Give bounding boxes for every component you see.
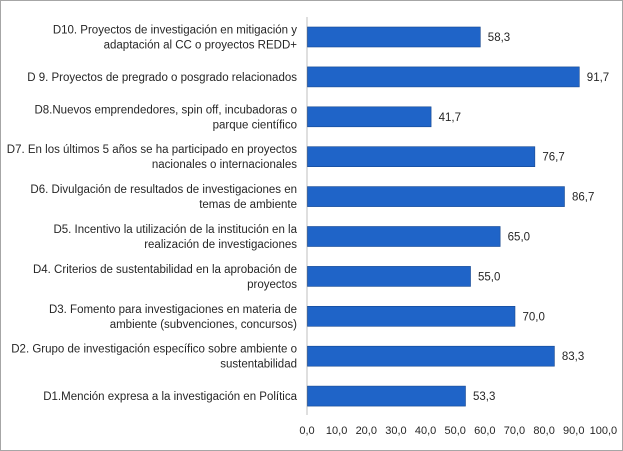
bar[interactable] xyxy=(307,226,501,247)
data-label: 76,7 xyxy=(542,152,564,164)
category-label-line: realización de investigaciones xyxy=(144,239,297,251)
data-label: 58,3 xyxy=(488,32,510,44)
x-tick-label: 30,0 xyxy=(385,425,406,437)
category-label-line: D 9. Proyectos de pregrado o posgrado re… xyxy=(27,72,297,84)
x-tick-label: 100,0 xyxy=(590,425,618,437)
category-label: D7. En los últimos 5 años se ha particip… xyxy=(7,144,297,171)
category-label-line: temas de ambiente xyxy=(199,199,297,211)
x-tick-label: 20,0 xyxy=(356,425,377,437)
x-tick-label: 10,0 xyxy=(326,425,347,437)
category-label: D1.Mención expresa a la investigación en… xyxy=(43,391,297,403)
category-label-line: sustentabilidad xyxy=(220,359,297,371)
category-label-line: proyectos xyxy=(247,279,297,291)
category-label-line: nacionales o internacionales xyxy=(152,159,297,171)
data-label: 83,3 xyxy=(562,351,584,363)
bar[interactable] xyxy=(307,106,432,128)
bar[interactable] xyxy=(307,66,580,88)
category-label: D5. Incentivo la utilización de la insti… xyxy=(53,224,297,251)
category-label-line: D10. Proyectos de investigación en mitig… xyxy=(53,25,297,37)
category-label: D10. Proyectos de investigación en mitig… xyxy=(53,25,297,52)
category-label-line: D4. Criterios de sustentabilidad en la a… xyxy=(33,264,297,276)
data-label: 41,7 xyxy=(439,112,461,124)
x-tick-label: 60,0 xyxy=(474,425,495,437)
category-label: D8.Nuevos emprendedores, spin off, incub… xyxy=(34,104,297,131)
bar[interactable] xyxy=(307,186,565,207)
category-label: D 9. Proyectos de pregrado o posgrado re… xyxy=(27,72,297,84)
x-tick-label: 90,0 xyxy=(563,425,584,437)
data-label: 55,0 xyxy=(478,271,500,283)
category-label-line: D7. En los últimos 5 años se ha particip… xyxy=(7,144,297,156)
data-label: 86,7 xyxy=(572,192,594,204)
category-label-line: adaptación al CC o proyectos REDD+ xyxy=(104,40,298,52)
category-label-line: D3. Fomento para investigaciones en mate… xyxy=(49,304,297,316)
data-label: 53,3 xyxy=(473,391,495,403)
x-tick-label: 50,0 xyxy=(444,425,465,437)
category-label: D4. Criterios de sustentabilidad en la a… xyxy=(33,264,297,291)
x-tick-label: 0,0 xyxy=(299,425,314,437)
bar[interactable] xyxy=(307,26,481,48)
category-label-line: ambiente (subvenciones, concursos) xyxy=(110,319,297,331)
x-tick-label: 70,0 xyxy=(504,425,525,437)
category-label-line: D2. Grupo de investigación específico so… xyxy=(11,344,297,356)
data-label: 70,0 xyxy=(522,311,544,323)
x-tick-label: 80,0 xyxy=(533,425,554,437)
category-label-line: parque científico xyxy=(213,119,297,131)
bar[interactable] xyxy=(307,345,555,367)
category-label: D3. Fomento para investigaciones en mate… xyxy=(49,304,297,331)
data-label: 91,7 xyxy=(587,72,609,84)
category-label-line: D6. Divulgación de resultados de investi… xyxy=(30,184,297,196)
bar[interactable] xyxy=(307,385,466,407)
bar[interactable] xyxy=(307,266,471,287)
category-label-line: D1.Mención expresa a la investigación en… xyxy=(43,391,297,403)
category-label: D2. Grupo de investigación específico so… xyxy=(11,344,297,371)
data-label: 65,0 xyxy=(508,232,530,244)
x-tick-label: 40,0 xyxy=(415,425,436,437)
category-label-line: D5. Incentivo la utilización de la insti… xyxy=(53,224,297,236)
bar[interactable] xyxy=(307,146,536,167)
bar[interactable] xyxy=(307,305,516,327)
category-label-line: D8.Nuevos emprendedores, spin off, incub… xyxy=(34,104,297,116)
category-label: D6. Divulgación de resultados de investi… xyxy=(30,184,297,211)
